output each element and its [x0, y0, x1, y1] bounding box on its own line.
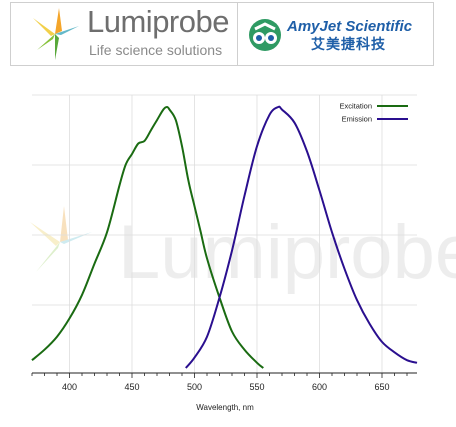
- x-tick-label: 450: [124, 382, 139, 392]
- x-tick-label: 550: [249, 382, 264, 392]
- lumiprobe-tagline: Life science solutions: [89, 42, 223, 58]
- watermark: Lumiprobe: [30, 206, 456, 295]
- banner-divider: [237, 3, 238, 65]
- x-tick-label: 600: [312, 382, 327, 392]
- legend: Excitation Emission: [339, 102, 408, 124]
- amyjet-chinese-name: 艾美捷科技: [311, 36, 386, 52]
- x-tick-label: 400: [62, 382, 77, 392]
- x-tick-label: 650: [374, 382, 389, 392]
- x-ticks: 400 450 500 550 600 650: [31, 373, 408, 392]
- legend-label-excitation: Excitation: [339, 102, 372, 111]
- series-lines: [31, 105, 418, 369]
- legend-label-emission: Emission: [342, 115, 372, 124]
- amyjet-brand-name: AmyJet Scientific: [287, 18, 413, 35]
- watermark-text: Lumiprobe: [118, 210, 456, 295]
- x-tick-label: 500: [187, 382, 202, 392]
- series-line-excitation: [31, 105, 264, 369]
- logo-banner: Lumiprobe Life science solutions AmyJet …: [10, 2, 434, 66]
- grid: [32, 94, 417, 373]
- lumiprobe-brand-name: Lumiprobe: [87, 4, 229, 39]
- amyjet-logo-icon: [249, 19, 281, 51]
- series-line-emission: [185, 105, 418, 369]
- x-axis-title: Wavelength, nm: [196, 403, 254, 412]
- lumiprobe-logo-icon: [33, 8, 79, 60]
